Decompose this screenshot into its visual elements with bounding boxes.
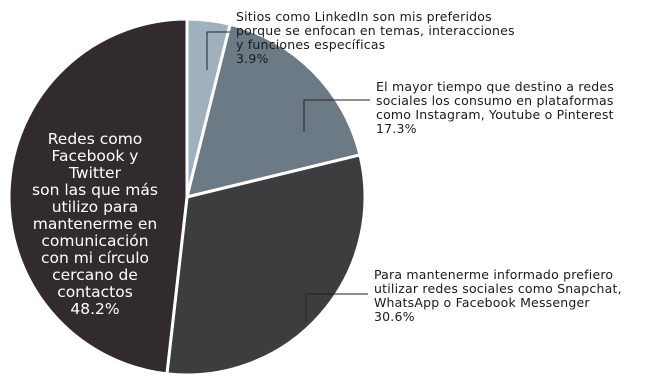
- label-facebook-line: con mi círculo: [40, 249, 150, 267]
- label-facebook-line: comunicación: [41, 232, 149, 250]
- label-linkedin-value: 3.9%: [236, 51, 269, 66]
- leader-line-snapchat: [305, 293, 368, 322]
- label-instagram-value: 17.3%: [376, 121, 417, 136]
- label-snapchat: Para mantenerme informado prefiero utili…: [374, 268, 622, 324]
- label-facebook-line: Facebook y: [51, 147, 139, 165]
- label-snapchat-line: utilizar redes sociales como Snapchat,: [374, 281, 622, 296]
- label-instagram-line: como Instagram, Youtube o Pinterest: [376, 107, 614, 122]
- label-facebook-line: utilizo para: [51, 198, 139, 216]
- label-instagram-line: sociales los consumo en plataformas: [376, 93, 614, 108]
- label-linkedin-line: y funciones específicas: [236, 37, 386, 52]
- label-linkedin-line: porque se enfocan en temas, interaccione…: [236, 23, 515, 38]
- label-facebook: Redes como Facebook y Twitter son las qu…: [10, 131, 180, 318]
- label-linkedin-line: Sitios como LinkedIn son mis preferidos: [236, 9, 492, 24]
- label-facebook-line: Redes como: [47, 130, 143, 148]
- leader-line-linkedin: [206, 31, 230, 70]
- label-instagram: El mayor tiempo que destino a redes soci…: [376, 80, 614, 136]
- label-facebook-line: cercano de: [52, 266, 138, 284]
- leader-line-instagram: [303, 99, 370, 132]
- label-snapchat-line: Para mantenerme informado prefiero: [374, 267, 614, 282]
- label-instagram-line: El mayor tiempo que destino a redes: [376, 79, 615, 94]
- slice-instagram: [185, 22, 362, 199]
- label-facebook-line: son las que más: [32, 181, 158, 199]
- label-facebook-line: Twitter: [69, 164, 121, 182]
- label-facebook-line: mantenerme en: [32, 215, 158, 233]
- label-snapchat-value: 30.6%: [374, 309, 415, 324]
- label-snapchat-line: WhatsApp o Facebook Messenger: [374, 295, 590, 310]
- label-linkedin: Sitios como LinkedIn son mis preferidos …: [236, 10, 515, 66]
- slice-snapchat: [165, 153, 367, 377]
- label-facebook-line: contactos: [57, 283, 133, 301]
- label-facebook-value: 48.2%: [70, 300, 120, 318]
- slice-facebook: [7, 17, 189, 376]
